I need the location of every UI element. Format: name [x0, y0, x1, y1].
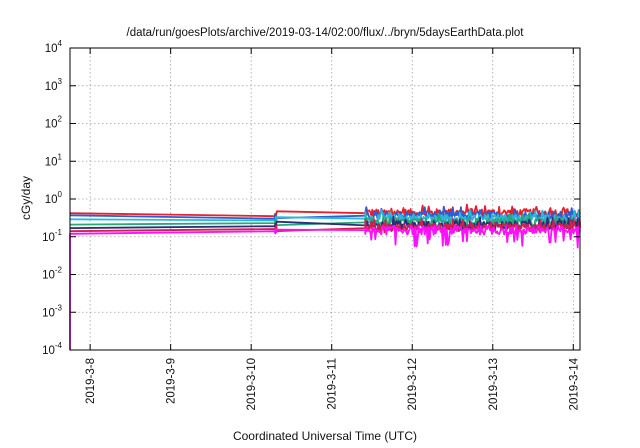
y-tick-label: 101: [45, 152, 63, 168]
y-tick-label: 103: [45, 77, 63, 93]
y-tick-label: 10-4: [42, 341, 62, 357]
x-tick-label: 2019-3-9: [166, 358, 178, 404]
x-tick-label: 2019-3-14: [568, 357, 580, 410]
y-tick-label: 10-2: [42, 266, 62, 282]
x-tick-label: 2019-3-13: [488, 358, 500, 410]
y-tick-label: 104: [45, 39, 63, 55]
y-tick-label: 102: [45, 115, 63, 131]
chart-title: /data/run/goesPlots/archive/2019-03-14/0…: [127, 27, 525, 39]
x-axis-label: Coordinated Universal Time (UTC): [233, 429, 417, 443]
x-axis: 2019-3-8 2019-3-9 2019-3-10 2019-3-11 2019-3…: [85, 48, 580, 410]
y-tick-label: 10-3: [42, 303, 62, 319]
y-tick-label: 100: [45, 190, 63, 206]
x-tick-label: 2019-3-12: [407, 358, 419, 410]
x-tick-label: 2019-3-8: [85, 358, 97, 404]
x-tick-label: 2019-3-10: [246, 358, 258, 410]
series-group: [69, 203, 581, 350]
x-tick-label: 2019-3-11: [327, 358, 339, 410]
y-axis: 10-4 10-3 10-2 10-1 100 101 102 103 104: [42, 39, 580, 357]
y-axis-label: cGy/day: [19, 176, 33, 220]
series-line-7: [69, 224, 581, 350]
series-line-3: [69, 208, 581, 225]
y-tick-label: 10-1: [42, 228, 62, 244]
grid: [70, 48, 580, 350]
